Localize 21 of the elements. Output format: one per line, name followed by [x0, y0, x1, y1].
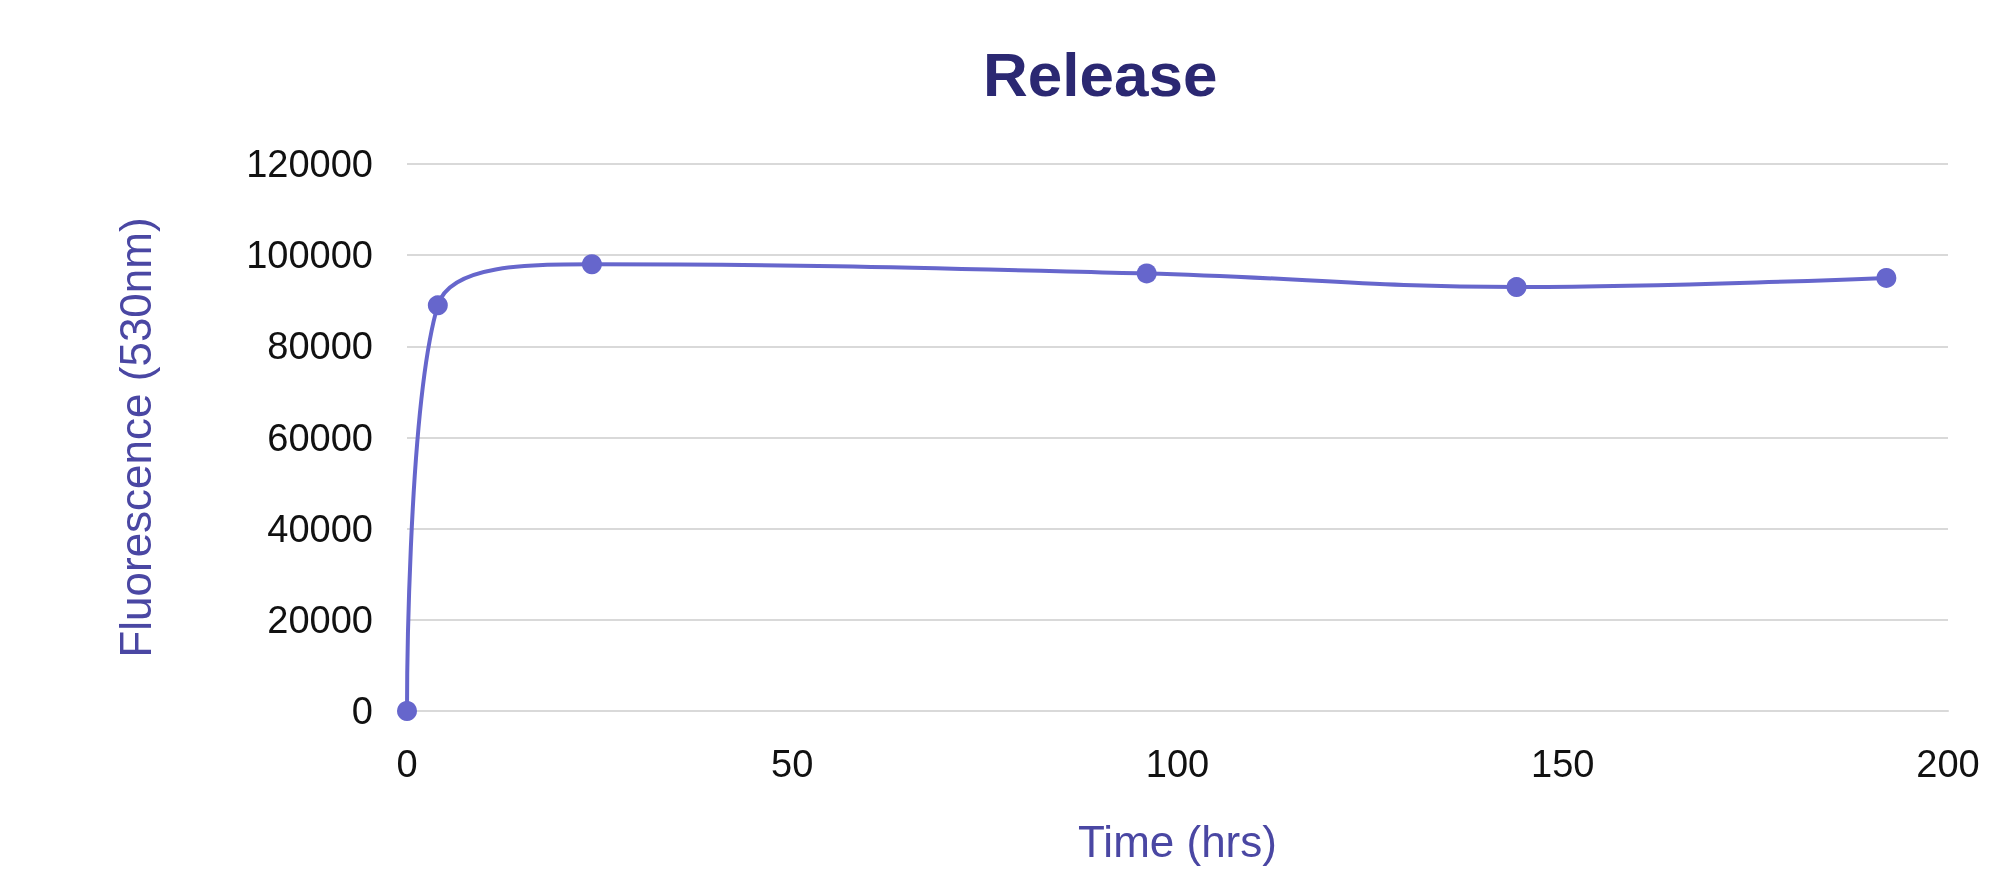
y-axis-title: Fluorescence (530nm) — [110, 217, 160, 658]
point — [1136, 263, 1157, 284]
x-tick-label: 150 — [1531, 743, 1595, 785]
y-tick-label: 120000 — [246, 143, 373, 185]
y-tick-label: 20000 — [267, 598, 373, 641]
y-tick-label: 0 — [351, 690, 373, 732]
point — [1506, 277, 1527, 298]
point — [397, 701, 417, 721]
y-tick-label: 100000 — [246, 234, 373, 277]
point — [1876, 267, 1897, 288]
point — [581, 254, 602, 275]
x-tick-label: 100 — [1145, 743, 1210, 785]
x-tick-label: 0 — [396, 743, 418, 785]
chart-title: Release — [983, 39, 1218, 109]
y-tick-label: 80000 — [267, 325, 373, 368]
point — [427, 295, 448, 316]
y-tick-label: 40000 — [267, 507, 373, 550]
y-tick-label: 60000 — [267, 416, 373, 459]
x-tick-label: 50 — [771, 743, 814, 785]
x-axis-title: Time (hrs) — [1078, 816, 1277, 866]
x-tick-label: 200 — [1916, 743, 1980, 785]
